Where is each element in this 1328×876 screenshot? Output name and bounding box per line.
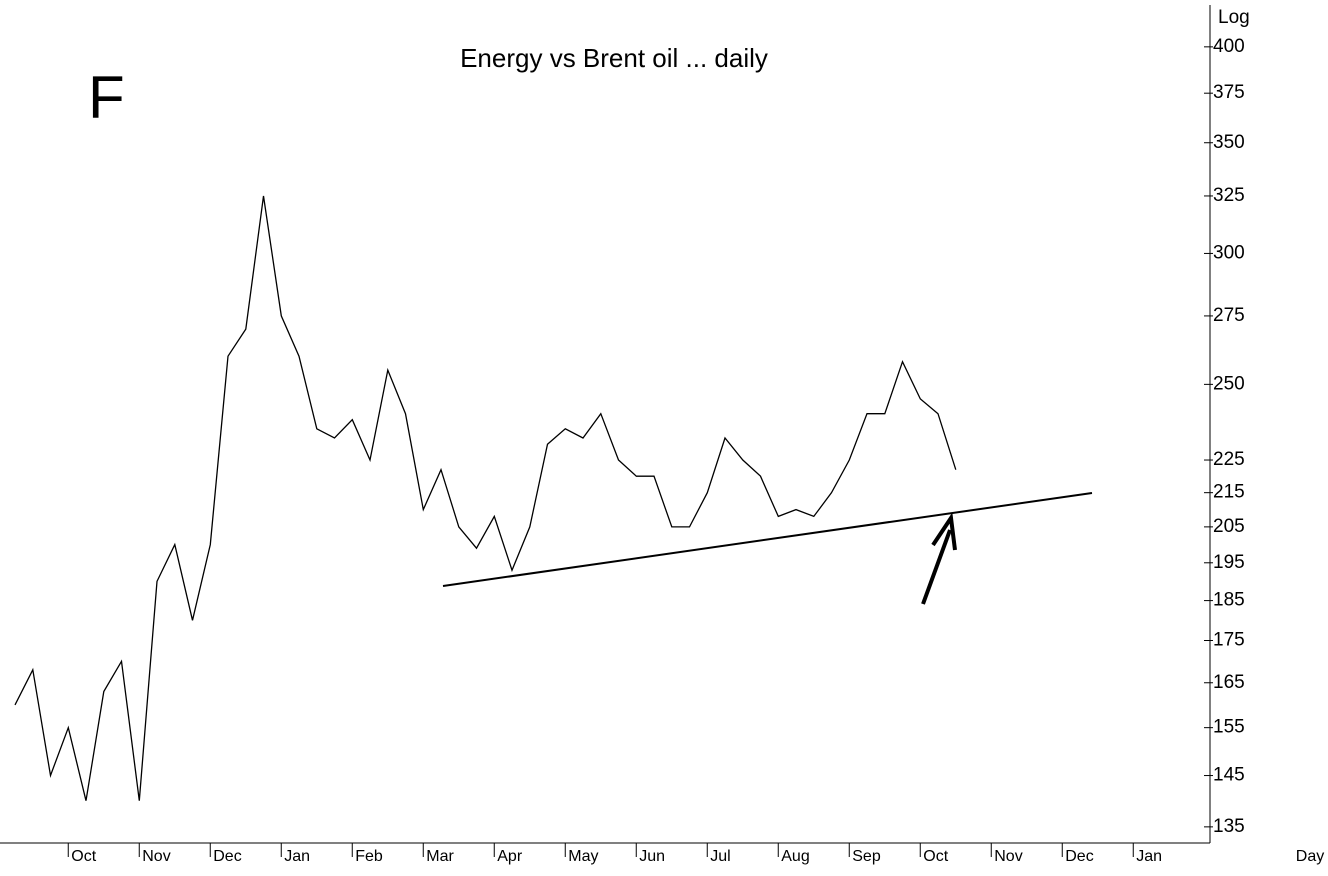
arrow-head	[931, 512, 957, 551]
x-tick-label: Nov	[142, 848, 170, 865]
x-tick-label: Oct	[923, 848, 948, 865]
y-tick-label: 350	[1213, 132, 1245, 153]
x-tick-label: Jun	[639, 848, 665, 865]
x-tick-label: Jul	[710, 848, 730, 865]
y-tick-label: 325	[1213, 185, 1245, 206]
y-tick-label: 195	[1213, 552, 1245, 573]
y-tick-label: 155	[1213, 717, 1245, 738]
x-axis-label: Day	[1296, 848, 1324, 865]
annotation: F	[88, 64, 125, 131]
x-tick-label: Dec	[1065, 848, 1093, 865]
y-tick-label: 135	[1213, 816, 1245, 837]
y-tick-label: 215	[1213, 482, 1245, 503]
x-tick-label: Aug	[781, 848, 809, 865]
x-tick-label: Apr	[497, 848, 523, 865]
arrow-shaft	[921, 529, 952, 605]
trend-line	[442, 492, 1093, 587]
x-tick-label: Jan	[284, 848, 310, 865]
y-tick-label: 275	[1213, 305, 1245, 326]
y-tick-label: 185	[1213, 590, 1245, 611]
y-tick-label: 145	[1213, 765, 1245, 786]
x-tick-label: Feb	[355, 848, 383, 865]
y-tick-label: 250	[1213, 373, 1245, 394]
y-tick-label: 300	[1213, 242, 1245, 263]
x-tick-label: Jan	[1136, 848, 1162, 865]
x-tick-label: Dec	[213, 848, 241, 865]
y-tick-label: 175	[1213, 630, 1245, 651]
scale-label: Log	[1218, 7, 1250, 28]
data-line	[14, 195, 957, 801]
y-tick-label: 225	[1213, 449, 1245, 470]
y-tick-label: 375	[1213, 82, 1245, 103]
y-tick-label: 205	[1213, 516, 1245, 537]
x-tick-label: Mar	[426, 848, 454, 865]
chart-title: Energy vs Brent oil ... daily	[460, 43, 768, 73]
y-tick-label: 165	[1213, 672, 1245, 693]
x-tick-label: Oct	[71, 848, 96, 865]
x-tick-label: Nov	[994, 848, 1022, 865]
y-tick-label: 400	[1213, 36, 1245, 57]
x-tick-label: Sep	[852, 848, 881, 865]
x-tick-label: May	[568, 848, 598, 865]
